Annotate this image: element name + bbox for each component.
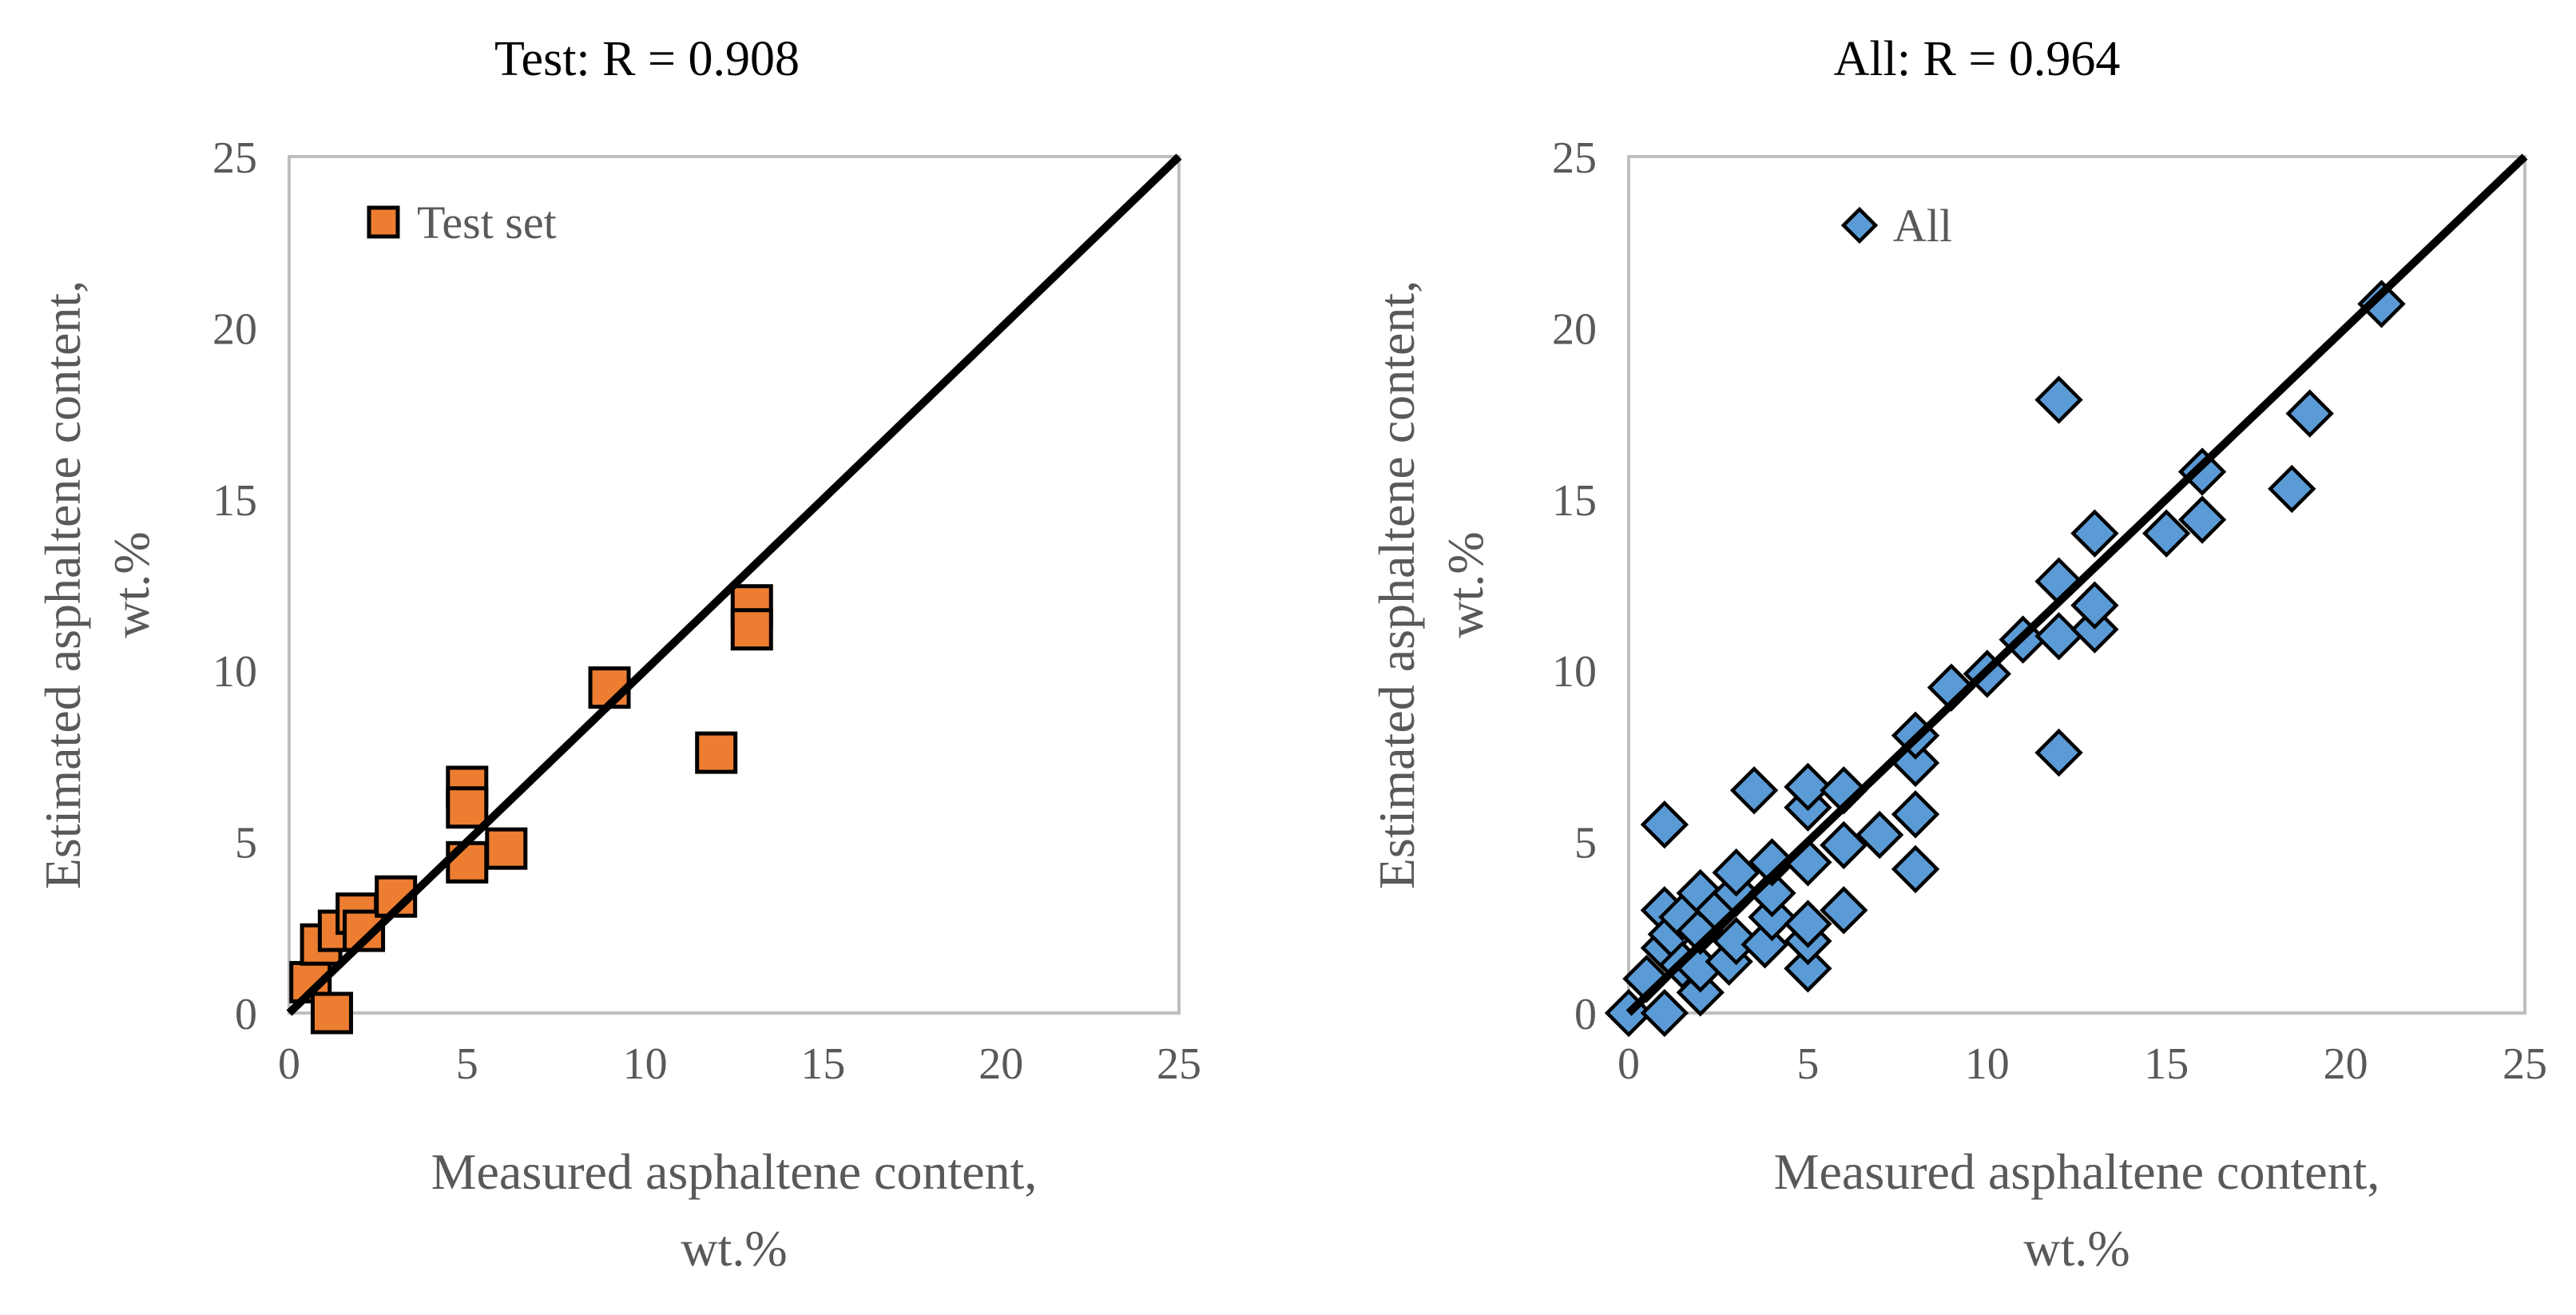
data-point (2034, 728, 2083, 777)
data-point (1820, 886, 1868, 935)
y-tick-label: 25 (1552, 133, 1597, 183)
data-point (1891, 790, 1940, 839)
data-point (2285, 389, 2334, 438)
legend-marker (367, 205, 400, 239)
data-point (1712, 848, 1760, 897)
y-tick-label: 10 (212, 647, 257, 697)
data-point (1748, 838, 1796, 887)
y-tick-label: 5 (235, 819, 257, 868)
x-axis-label: wt.% (681, 1220, 787, 1277)
fit-line (1625, 153, 2528, 1016)
data-point (1820, 820, 1868, 870)
y-axis-label: Estimated asphaltene content, (1368, 280, 1425, 889)
y-tick-label: 20 (212, 304, 257, 354)
data-point (446, 786, 489, 829)
x-axis-label: wt.% (2023, 1220, 2129, 1277)
y-tick-label: 25 (212, 133, 257, 183)
y-tick-label: 0 (1574, 990, 1597, 1039)
data-point (2177, 447, 2227, 496)
y-axis-label: Estimated asphaltene content, (34, 280, 91, 889)
x-tick-label: 15 (800, 1039, 845, 1089)
x-tick-label: 0 (1617, 1039, 1640, 1089)
data-point (2142, 509, 2191, 558)
data-point (1729, 766, 1779, 815)
data-point (1891, 844, 1940, 894)
x-tick-label: 15 (2144, 1039, 2189, 1089)
data-point (1784, 762, 1832, 812)
data-point (1640, 800, 1689, 849)
y-tick-label: 5 (1574, 819, 1597, 868)
x-tick-label: 10 (623, 1039, 668, 1089)
x-tick-label: 25 (2503, 1039, 2547, 1089)
data-point (2070, 509, 2119, 558)
x-tick-label: 20 (978, 1039, 1023, 1089)
data-point (485, 827, 528, 870)
data-point (695, 731, 738, 774)
test-scatter-chart: Test: R = 0.908 0 5 10 15 20 25 0 5 10 15 20 25 Measu… (34, 32, 1201, 1277)
y-tick-label: 20 (1552, 304, 1597, 354)
y-axis-label: wt.% (1437, 531, 1494, 638)
x-tick-label: 20 (2324, 1039, 2368, 1089)
data-point (730, 608, 773, 651)
data-point (446, 840, 489, 884)
data-point (310, 991, 353, 1035)
x-tick-label: 5 (1796, 1039, 1819, 1089)
data-point (1640, 988, 1689, 1038)
y-tick-label: 15 (1552, 476, 1597, 526)
legend-label: All (1893, 200, 1952, 252)
x-tick-label: 0 (278, 1039, 300, 1089)
data-point (2357, 280, 2406, 328)
x-tick-label: 10 (1965, 1039, 2010, 1089)
data-point (2070, 581, 2119, 630)
x-tick-label: 5 (456, 1039, 478, 1089)
y-tick-label: 15 (212, 476, 257, 526)
x-axis-label: Measured asphaltene content, (431, 1143, 1038, 1200)
y-tick-label: 0 (235, 990, 257, 1039)
data-point (1712, 916, 1760, 966)
data-point (1784, 900, 1832, 948)
all-scatter-chart: All: R = 0.964 0 5 10 15 20 25 0 5 10 15 20 25 Measur… (1368, 32, 2547, 1277)
data-point (1855, 810, 1904, 860)
y-tick-label: 10 (1552, 647, 1597, 697)
y-axis-label: wt.% (103, 531, 160, 638)
chart-title: Test: R = 0.908 (494, 32, 800, 86)
chart-title: All: R = 0.964 (1834, 32, 2121, 86)
legend-marker (1840, 206, 1879, 244)
x-axis-label: Measured asphaltene content, (1774, 1143, 2380, 1200)
data-point (1784, 944, 1832, 993)
x-tick-label: 25 (1157, 1039, 1201, 1089)
data-point (2034, 375, 2083, 424)
legend-label: Test set (417, 197, 557, 248)
data-point (2177, 495, 2227, 544)
fit-line (286, 153, 1182, 1016)
data-point (2268, 464, 2316, 514)
